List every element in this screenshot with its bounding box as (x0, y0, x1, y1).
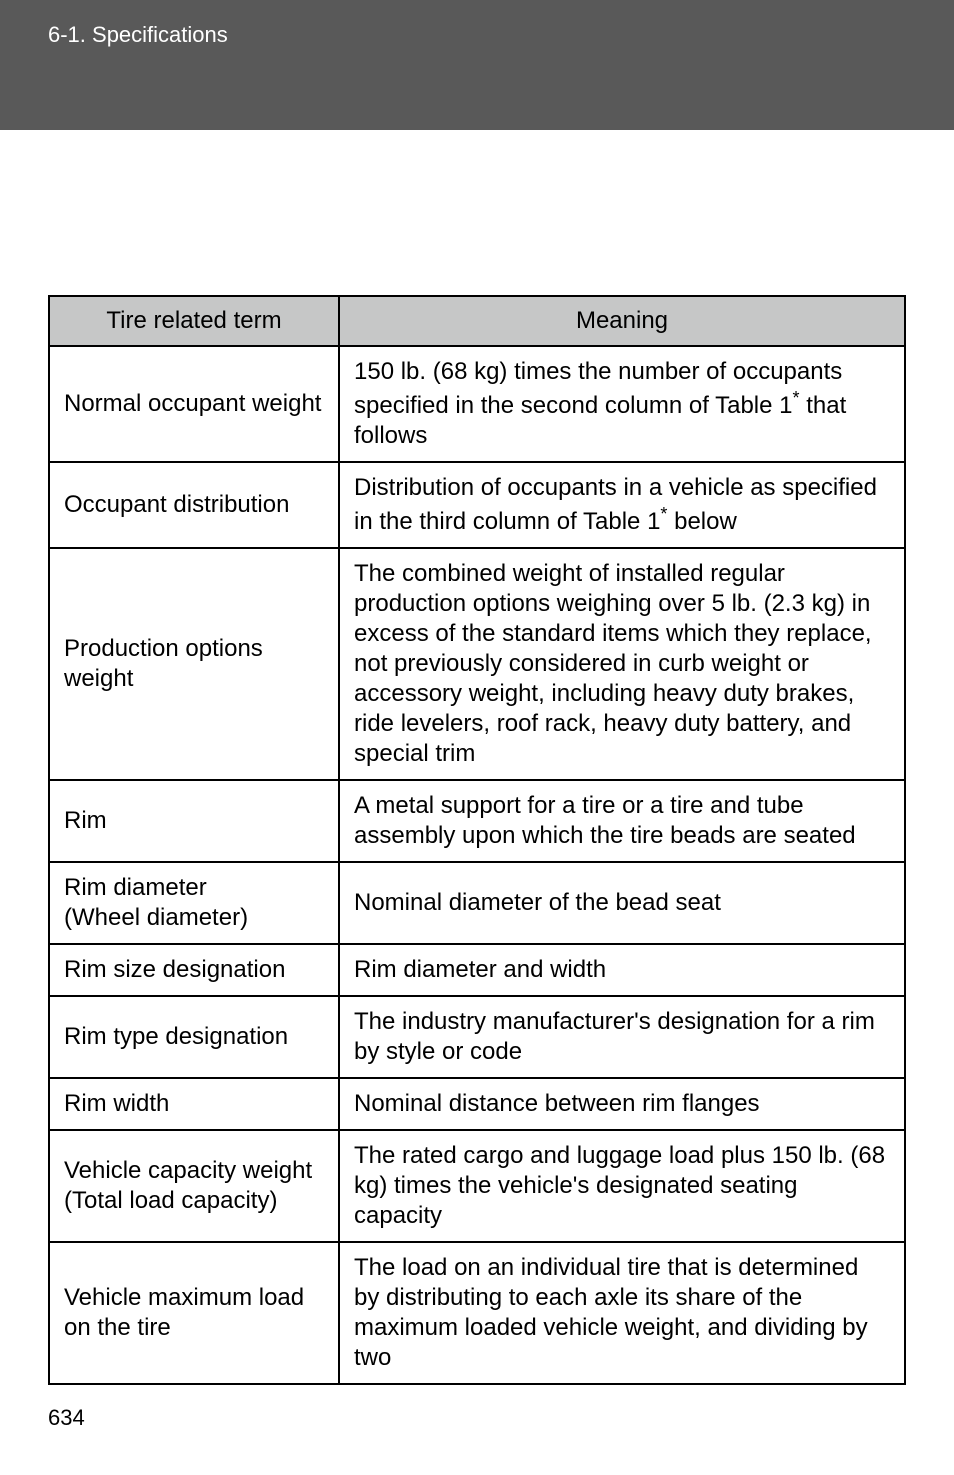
term-cell: Rim width (49, 1078, 339, 1130)
page-content: Tire related term Meaning Normal occupan… (0, 130, 954, 1385)
term-cell: Occupant distribution (49, 462, 339, 548)
table-row: Rim size designationRim diameter and wid… (49, 944, 905, 996)
term-cell: Vehicle maximum load on the tire (49, 1242, 339, 1384)
table-row: Rim diameter(Wheel diameter)Nominal diam… (49, 862, 905, 944)
table-row: Normal occupant weight150 lb. (68 kg) ti… (49, 346, 905, 462)
table-body: Normal occupant weight150 lb. (68 kg) ti… (49, 346, 905, 1384)
table-row: Rim widthNominal distance between rim fl… (49, 1078, 905, 1130)
spec-table: Tire related term Meaning Normal occupan… (48, 295, 906, 1385)
term-cell: Rim type designation (49, 996, 339, 1078)
term-cell: Rim diameter(Wheel diameter) (49, 862, 339, 944)
table-header-row: Tire related term Meaning (49, 296, 905, 346)
page-number: 634 (48, 1405, 85, 1431)
table-row: Vehicle maximum load on the tireThe load… (49, 1242, 905, 1384)
meaning-cell: Rim diameter and width (339, 944, 905, 996)
header-meaning: Meaning (339, 296, 905, 346)
meaning-cell: Nominal distance between rim flanges (339, 1078, 905, 1130)
header-term: Tire related term (49, 296, 339, 346)
meaning-cell: The load on an individual tire that is d… (339, 1242, 905, 1384)
table-row: Occupant distributionDistribution of occ… (49, 462, 905, 548)
term-cell: Vehicle capacity weight (Total load capa… (49, 1130, 339, 1242)
meaning-cell: Distribution of occupants in a vehicle a… (339, 462, 905, 548)
meaning-cell: Nominal diameter of the bead seat (339, 862, 905, 944)
term-cell: Rim (49, 780, 339, 862)
meaning-cell: The industry manufacturer's designation … (339, 996, 905, 1078)
meaning-cell: 150 lb. (68 kg) times the number of occu… (339, 346, 905, 462)
table-row: Rim type designationThe industry manufac… (49, 996, 905, 1078)
table-row: Production options weightThe combined we… (49, 548, 905, 780)
term-cell: Production options weight (49, 548, 339, 780)
meaning-cell: The rated cargo and luggage load plus 15… (339, 1130, 905, 1242)
term-cell: Normal occupant weight (49, 346, 339, 462)
table-row: Vehicle capacity weight (Total load capa… (49, 1130, 905, 1242)
section-header: 6-1. Specifications (0, 0, 954, 130)
table-row: RimA metal support for a tire or a tire … (49, 780, 905, 862)
term-cell: Rim size designation (49, 944, 339, 996)
section-label: 6-1. Specifications (48, 22, 228, 47)
meaning-cell: The combined weight of installed regular… (339, 548, 905, 780)
meaning-cell: A metal support for a tire or a tire and… (339, 780, 905, 862)
